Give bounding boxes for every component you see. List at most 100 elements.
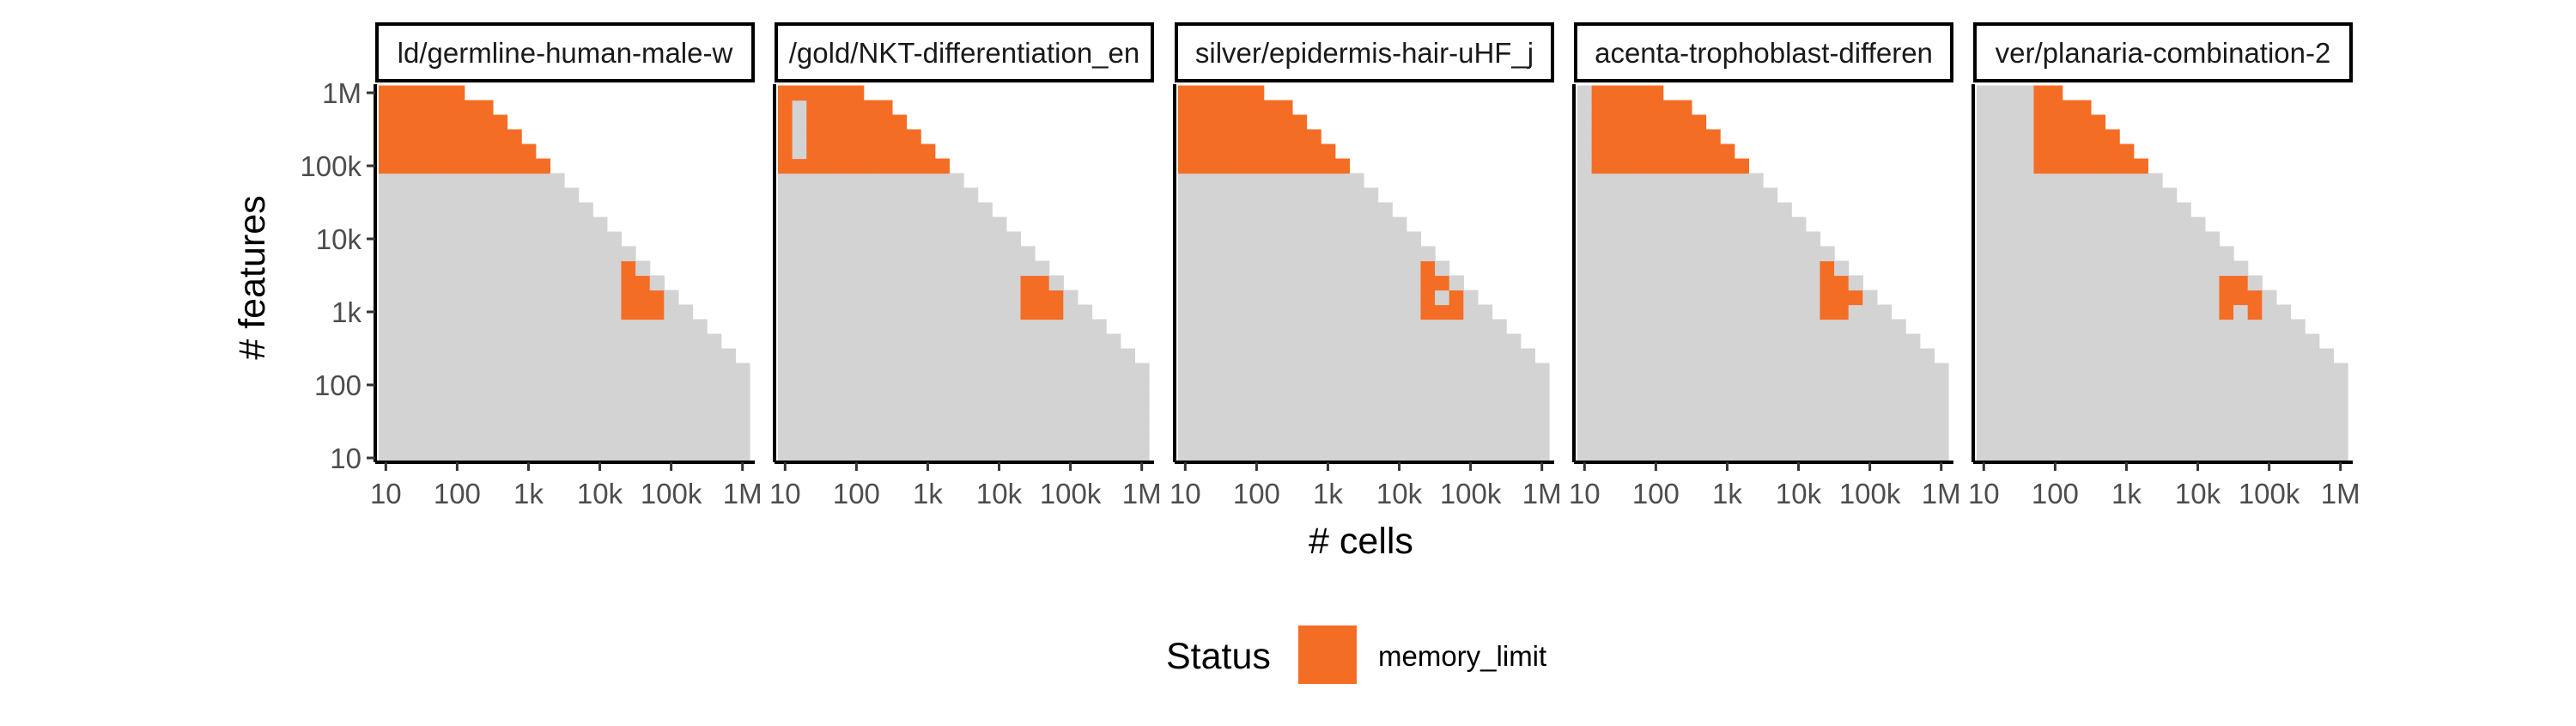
heatmap-cell — [435, 275, 451, 291]
heatmap-cell — [1364, 377, 1379, 394]
heatmap-cell — [1048, 450, 1064, 462]
heatmap-cell — [1720, 173, 1735, 189]
heatmap-cell — [878, 202, 893, 218]
heatmap-cell — [664, 392, 679, 408]
heatmap-cell — [2262, 304, 2277, 320]
heatmap-cell — [2090, 348, 2106, 364]
heatmap-cell — [1235, 260, 1250, 277]
heatmap-cell-memory-limit — [1263, 114, 1279, 131]
heatmap-cell — [1619, 348, 1636, 364]
heatmap-cell — [1178, 450, 1194, 462]
heatmap-cell-memory-limit — [435, 100, 451, 116]
heatmap-cell — [635, 319, 651, 335]
heatmap-cell — [392, 450, 408, 462]
heatmap-cell — [2005, 260, 2020, 277]
heatmap-cell-memory-limit — [450, 129, 465, 145]
heatmap-cell — [2162, 290, 2178, 306]
heatmap-cell — [2176, 348, 2191, 364]
heatmap-cell — [1178, 260, 1194, 277]
heatmap-cell — [2062, 187, 2077, 204]
heatmap-cell — [934, 319, 950, 335]
heatmap-cell — [1306, 421, 1321, 437]
heatmap-cell — [1805, 363, 1821, 379]
heatmap-cell — [1077, 348, 1093, 364]
heatmap-cell — [1364, 260, 1379, 277]
heatmap-cell — [2148, 246, 2163, 262]
heatmap-cell — [1634, 319, 1649, 335]
heatmap-cell-memory-limit — [1649, 129, 1664, 145]
heatmap-cell — [1392, 450, 1407, 462]
heatmap-cell — [720, 436, 736, 452]
heatmap-cell — [550, 421, 565, 437]
heatmap-cell — [435, 421, 451, 437]
heatmap-cell — [1805, 406, 1821, 423]
heatmap-cell — [2204, 377, 2221, 394]
heatmap-cell — [521, 319, 537, 335]
heatmap-cell — [1249, 392, 1265, 408]
heatmap-cell — [963, 260, 979, 277]
heatmap-cell — [635, 436, 651, 452]
heatmap-cell — [507, 348, 522, 364]
heatmap-cell — [1220, 392, 1236, 408]
heatmap-cell — [835, 319, 850, 335]
heatmap-cell — [720, 363, 736, 379]
heatmap-cell — [1420, 377, 1436, 394]
heatmap-cell — [1577, 100, 1593, 116]
heatmap-cell-memory-limit — [478, 158, 494, 174]
heatmap-cell — [1734, 363, 1749, 379]
heatmap-cell — [1862, 333, 1878, 350]
heatmap-cell — [934, 421, 950, 437]
heatmap-cell — [1763, 217, 1778, 233]
heatmap-cell-memory-limit — [1035, 290, 1050, 306]
heatmap-cell — [1862, 450, 1878, 462]
heatmap-cell — [421, 260, 437, 277]
heatmap-cell — [464, 450, 479, 462]
heatmap-cell-memory-limit — [863, 129, 878, 145]
heatmap-cell — [2005, 202, 2020, 218]
heatmap-cell — [1862, 319, 1878, 335]
heatmap-cell-memory-limit — [464, 100, 479, 116]
heatmap-cell — [1005, 246, 1022, 262]
heatmap-cell — [906, 290, 921, 306]
heatmap-cell — [949, 260, 964, 277]
strip-label: silver/epidermis-hair-uHF_j — [1195, 37, 1534, 69]
heatmap-cell — [1691, 246, 1707, 262]
heatmap-cell-memory-limit — [849, 100, 865, 116]
heatmap-cell — [1649, 348, 1664, 364]
heatmap-cell — [735, 406, 750, 423]
heatmap-cell — [977, 246, 993, 262]
heatmap-cell — [1534, 421, 1550, 437]
heatmap-cell — [2275, 363, 2292, 379]
heatmap-cell — [906, 333, 921, 350]
heatmap-cell — [992, 217, 1007, 233]
heatmap-cell — [421, 421, 437, 437]
heatmap-cell — [1321, 246, 1336, 262]
heatmap-cell-memory-limit — [521, 143, 537, 160]
heatmap-cell — [1020, 436, 1036, 452]
heatmap-cell — [891, 231, 908, 247]
heatmap-cell — [920, 304, 936, 320]
heatmap-cell — [906, 406, 921, 423]
heatmap-cell — [2090, 275, 2106, 291]
heatmap-cell — [1278, 421, 1293, 437]
heatmap-cell — [992, 304, 1007, 320]
heatmap-cell-memory-limit — [1192, 158, 1207, 174]
heatmap-cell-memory-limit — [1249, 114, 1265, 131]
heatmap-cell — [1206, 450, 1222, 462]
heatmap-cell — [407, 231, 422, 247]
heatmap-cell — [1691, 363, 1707, 379]
heatmap-cell — [578, 246, 593, 262]
heatmap-cell — [1220, 187, 1236, 204]
heatmap-cell-memory-limit — [792, 158, 807, 174]
heatmap-cell — [2090, 246, 2106, 262]
heatmap-cell — [1506, 363, 1522, 379]
heatmap-cell — [1520, 377, 1535, 394]
heatmap-cell — [906, 246, 921, 262]
heatmap-cell — [863, 450, 878, 462]
heatmap-cell — [963, 187, 979, 204]
heatmap-cell — [2019, 217, 2035, 233]
x-tick-label: 100k — [2239, 478, 2300, 509]
heatmap-cell — [1035, 348, 1050, 364]
heatmap-cell-memory-limit — [2233, 275, 2249, 291]
heatmap-cell — [920, 377, 936, 394]
